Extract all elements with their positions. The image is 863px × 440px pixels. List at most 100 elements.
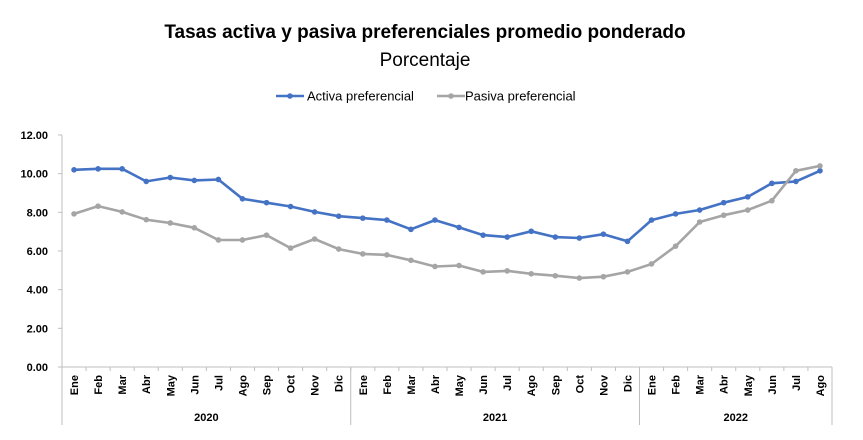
x-tick-label: Ene [647,375,659,395]
legend-item: Pasiva preferencial [437,89,576,104]
data-point [287,203,294,210]
chart-subtitle: Porcentaje [379,50,471,71]
x-tick-label: Jun [189,375,201,395]
x-tick-label: Mar [695,374,707,394]
data-point [648,217,655,223]
data-point [672,211,679,217]
data-point [769,197,775,204]
data-point [576,275,583,281]
x-tick-label: Oct [574,375,586,394]
x-tick-label: Sep [262,375,274,395]
x-tick-label: Oct [286,375,298,394]
data-point [696,219,703,225]
data-point [287,245,294,251]
data-point [119,166,125,172]
y-tick-label: 10.00 [20,169,48,181]
data-point [696,207,703,213]
group-label: 2020 [194,412,218,424]
x-tick-label: Ago [237,375,249,397]
chart-title: Tasas activa y pasiva preferenciales pro… [164,22,686,43]
group-label: 2022 [724,412,748,424]
data-point [480,269,486,275]
data-point [263,232,270,238]
data-point [769,180,775,187]
y-tick-label: 2.00 [27,323,48,335]
data-point [648,261,655,267]
data-point [408,226,414,233]
data-point [311,236,318,242]
data-point [744,207,751,213]
data-point [359,251,366,257]
x-tick-label: Abr [430,374,442,394]
x-tick-label: Ago [815,375,827,397]
data-point [504,268,510,274]
series-layer [71,163,823,281]
data-point [456,224,462,231]
group-label: 2021 [483,412,507,424]
x-tick-label: Abr [141,374,153,394]
y-tick-label: 8.00 [27,207,48,219]
y-tick-label: 12.00 [20,130,48,142]
x-tick-label: Jul [213,375,225,391]
data-point [95,166,101,172]
data-point [191,225,198,231]
series-line [72,164,822,280]
data-point [504,234,510,240]
data-point [528,271,535,277]
data-point [576,235,583,241]
x-tick-label: Jul [791,375,803,391]
data-point [528,228,535,235]
x-tick-label: Mar [117,374,129,394]
data-point [552,272,559,279]
data-point [552,234,559,240]
x-tick-label: Feb [382,375,394,395]
series-1 [71,166,823,245]
x-tick-label: Nov [598,374,610,396]
y-tick-label: 4.00 [27,285,48,297]
legend: Activa preferencial Pasiva preferencial [276,89,576,104]
x-tick-label: Sep [550,375,562,395]
data-point [215,237,222,243]
data-point [624,238,631,245]
data-point [143,216,150,223]
x-tick-label: Dic [622,375,634,392]
legend-swatch-marker [448,93,454,99]
legend-label: Activa preferencial [307,89,414,104]
legend-item: Activa preferencial [276,89,414,104]
data-point [191,177,198,184]
series-line [72,167,822,243]
x-tick-label: Ene [69,375,81,395]
series-2 [71,163,823,281]
data-point [817,167,823,174]
x-tick-label: May [743,374,755,396]
legend-swatch-marker [287,93,293,99]
x-tick-label: Jun [478,375,490,395]
data-point [600,273,607,280]
data-point [71,211,77,217]
data-point [215,176,222,183]
x-tick-label: Nov [310,374,322,396]
data-point [335,246,342,252]
x-tick-label: Abr [719,374,731,394]
data-point [793,178,799,185]
data-point [335,213,342,219]
data-point [71,167,77,173]
data-point [456,262,462,269]
data-point [311,209,318,215]
data-point [624,269,631,275]
x-tick-label: Ene [358,375,370,395]
data-point [432,263,438,270]
x-tick-label: May [454,374,466,396]
data-point [384,217,390,223]
x-tick-label: Ago [526,375,538,397]
x-tick-label: Feb [671,375,683,395]
data-point [408,257,414,264]
x-tick-label: Jul [502,375,514,391]
data-point [167,220,174,226]
data-point [720,212,727,219]
data-point [480,232,486,238]
data-point [432,217,438,223]
y-tick-label: 0.00 [27,362,48,374]
x-tick-label: May [165,374,177,396]
